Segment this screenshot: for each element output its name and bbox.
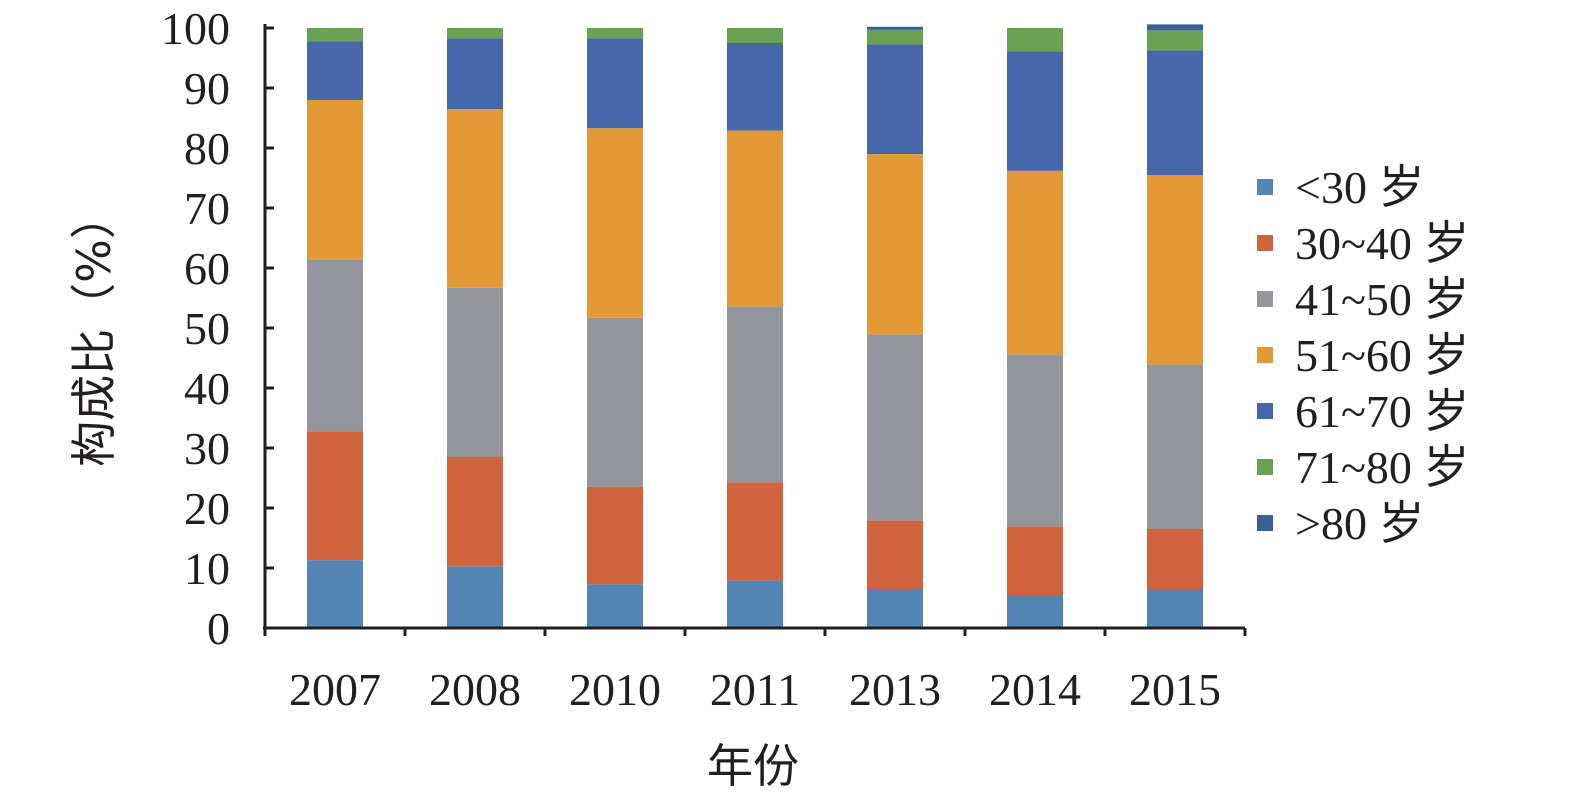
bar-segment-2011-series-5: [727, 28, 783, 43]
y-tick-labels: 0 10 20 30 40 50 60 70 80 90 100: [161, 3, 230, 654]
bar-segment-2015-series-2: [1147, 364, 1203, 529]
bar-segment-2008-series-2: [447, 287, 503, 457]
bars-layer: [307, 24, 1203, 628]
bar-segment-2014-series-0: [1007, 595, 1063, 628]
bar-segment-2014-series-3: [1007, 170, 1063, 355]
legend-swatch: [1257, 403, 1273, 419]
bar-segment-2014-series-1: [1007, 526, 1063, 595]
bar-segment-2007-series-4: [307, 41, 363, 100]
x-tick-label: 2014: [989, 664, 1081, 715]
axes-layer: [263, 24, 1247, 636]
bar-segment-2014-series-2: [1007, 354, 1063, 527]
legend-swatch: [1257, 291, 1273, 307]
legend-label: <30 岁: [1295, 162, 1424, 213]
bar-segment-2015-series-0: [1147, 589, 1203, 628]
legend-label: 30~40 岁: [1295, 218, 1469, 269]
x-tick-label: 2011: [710, 664, 800, 715]
legend-label: 61~70 岁: [1295, 386, 1469, 437]
bar-segment-2011-series-2: [727, 306, 783, 483]
bar-segment-2010-series-0: [587, 584, 643, 628]
legend-swatch: [1257, 459, 1273, 475]
bar-segment-2013-series-4: [867, 44, 923, 155]
legend-label: 41~50 岁: [1295, 274, 1469, 325]
y-tick-label: 30: [184, 423, 230, 474]
bar-segment-2011-series-3: [727, 130, 783, 307]
legend-label: 71~80 岁: [1295, 442, 1469, 493]
bar-segment-2010-series-4: [587, 38, 643, 129]
y-tick-label: 100: [161, 3, 230, 54]
bar-segment-2015-series-5: [1147, 30, 1203, 51]
bar-segment-2013-series-2: [867, 334, 923, 521]
bar-segment-2007-series-0: [307, 560, 363, 628]
bar-segment-2008-series-0: [447, 566, 503, 628]
y-tick-label: 50: [184, 303, 230, 354]
bar-segment-2007-series-1: [307, 431, 363, 561]
legend-label: >80 岁: [1295, 498, 1424, 549]
bar-segment-2014-series-5: [1007, 28, 1063, 52]
bar-segment-2013-series-3: [867, 154, 923, 335]
y-tick-label: 70: [184, 183, 230, 234]
bar-segment-2010-series-5: [587, 28, 643, 39]
y-tick-label: 0: [207, 603, 230, 654]
x-tick-label: 2010: [569, 664, 661, 715]
bar-segment-2007-series-3: [307, 100, 363, 260]
bar-segment-2014-series-4: [1007, 51, 1063, 171]
y-tick-label: 90: [184, 63, 230, 114]
legend-swatch: [1257, 515, 1273, 531]
x-tick-label: 2008: [429, 664, 521, 715]
legend-swatch: [1257, 347, 1273, 363]
bar-segment-2008-series-5: [447, 28, 503, 39]
y-tick-label: 20: [184, 483, 230, 534]
y-tick-label: 40: [184, 363, 230, 414]
bar-segment-2015-series-3: [1147, 175, 1203, 365]
bar-segment-2011-series-0: [727, 580, 783, 628]
bar-segment-2015-series-1: [1147, 529, 1203, 589]
x-tick-label: 2015: [1129, 664, 1221, 715]
bar-segment-2008-series-3: [447, 109, 503, 288]
legend-label: 51~60 岁: [1295, 330, 1469, 381]
x-axis-label: 年份: [707, 739, 799, 793]
bar-segment-2013-series-1: [867, 520, 923, 589]
y-tick-label: 60: [184, 243, 230, 294]
x-tick-labels: 2007 2008 2010 2011 2013 2014 2015: [289, 664, 1221, 715]
y-tick-label: 80: [184, 123, 230, 174]
legend: <30 岁30~40 岁41~50 岁51~60 岁61~70 岁71~80 岁…: [1257, 162, 1469, 549]
legend-swatch: [1257, 179, 1273, 195]
y-axis-label: 构成比（%）: [67, 193, 121, 467]
bar-segment-2010-series-2: [587, 317, 643, 487]
bar-segment-2013-series-5: [867, 29, 923, 45]
bar-segment-2015-series-6: [1147, 24, 1203, 31]
legend-swatch: [1257, 235, 1273, 251]
bar-segment-2013-series-6: [867, 26, 923, 30]
y-tick-label: 10: [184, 543, 230, 594]
bar-segment-2011-series-4: [727, 43, 783, 131]
bar-segment-2013-series-0: [867, 589, 923, 628]
x-tick-label: 2007: [289, 664, 381, 715]
bar-segment-2008-series-1: [447, 457, 503, 567]
bar-segment-2008-series-4: [447, 38, 503, 110]
bar-segment-2011-series-1: [727, 482, 783, 581]
bar-segment-2007-series-2: [307, 259, 363, 432]
bar-segment-2010-series-3: [587, 128, 643, 318]
x-tick-label: 2013: [849, 664, 941, 715]
bar-segment-2015-series-4: [1147, 50, 1203, 176]
bar-segment-2010-series-1: [587, 487, 643, 585]
bar-segment-2007-series-5: [307, 28, 363, 42]
